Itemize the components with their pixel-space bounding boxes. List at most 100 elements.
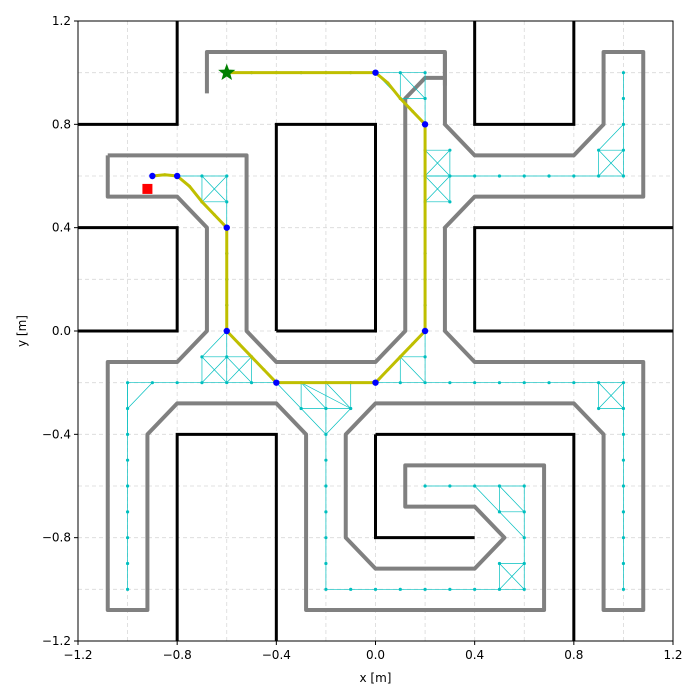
trajectory-point	[299, 71, 303, 75]
graph-node	[572, 381, 576, 385]
wall-line	[374, 434, 475, 540]
graph-node	[125, 536, 130, 540]
graph-node	[522, 484, 526, 488]
graph-node	[150, 381, 154, 385]
x-axis-label: x [m]	[360, 671, 392, 685]
trajectory-point	[225, 277, 229, 281]
y-tick-label: 1.2	[52, 14, 71, 28]
start-marker	[142, 183, 153, 194]
y-axis-label: y [m]	[15, 315, 29, 347]
graph-edge	[201, 175, 228, 203]
graph-node	[125, 381, 130, 385]
graph-node	[497, 510, 502, 514]
graph-node	[423, 355, 427, 359]
waypoint	[273, 379, 280, 386]
graph-node	[621, 484, 626, 488]
graph-edge	[424, 149, 451, 177]
graph-node	[125, 587, 130, 591]
waypoints	[149, 69, 429, 386]
graph-node	[398, 381, 402, 385]
graph-edge	[598, 149, 624, 177]
graph-edge	[226, 356, 252, 383]
graph-node	[249, 381, 254, 385]
graph-node	[597, 406, 601, 411]
trajectory-point	[225, 303, 229, 307]
graph-node	[373, 587, 378, 591]
graph-node	[448, 200, 452, 204]
graph-node	[324, 406, 328, 411]
graph-edge	[325, 382, 351, 409]
graph-node	[324, 432, 328, 436]
trajectory-point	[411, 109, 415, 113]
graph-node	[547, 174, 551, 178]
graph-node	[597, 381, 601, 385]
trajectory	[150, 71, 427, 385]
y-tick-label: 0.8	[52, 117, 71, 131]
trajectory-point	[200, 200, 204, 204]
waypoint	[223, 327, 230, 335]
trajectory-point	[188, 184, 192, 188]
trajectory-point	[324, 71, 328, 75]
wall-line	[375, 432, 576, 641]
trajectory-point	[386, 81, 390, 85]
graph-node	[621, 458, 626, 462]
graph-node	[125, 484, 130, 488]
graph-node	[473, 484, 477, 488]
graph-node	[473, 174, 477, 178]
trajectory-point	[423, 226, 427, 230]
graph-node	[324, 587, 328, 591]
graph-node	[448, 587, 452, 591]
graph-node	[324, 458, 328, 462]
graph-edge	[127, 382, 153, 409]
graph-node	[200, 355, 204, 359]
graph-node	[547, 381, 551, 385]
trajectory-point	[423, 148, 427, 152]
graph-edge	[474, 485, 500, 513]
graph-node	[200, 174, 204, 178]
graph-node	[225, 381, 229, 385]
trajectory-point	[262, 368, 266, 372]
x-tick-label: −0.4	[262, 648, 291, 662]
waypoint	[149, 172, 156, 180]
graph-node	[597, 174, 601, 178]
graph-edge	[201, 356, 228, 383]
start-goal-markers	[142, 63, 236, 194]
graph-edge	[499, 563, 525, 590]
trajectory-point	[423, 174, 427, 178]
graph-node	[473, 587, 477, 591]
graph-node	[473, 381, 477, 385]
wall-line	[78, 226, 179, 333]
trajectory-point	[398, 97, 402, 100]
graph-node	[497, 561, 502, 566]
x-tick-label: 0.0	[366, 648, 385, 662]
graph-node	[125, 406, 130, 411]
graph-node	[125, 510, 130, 514]
graph-node	[299, 406, 303, 411]
waypoint	[421, 327, 429, 335]
trajectory-point	[349, 381, 353, 385]
wall-line	[274, 122, 377, 333]
trajectory-point	[250, 355, 254, 359]
graph-edge	[325, 408, 351, 435]
graph-node	[448, 174, 452, 178]
x-tick-label: 0.8	[564, 648, 583, 662]
x-tick-label: −1.2	[63, 648, 92, 662]
graph-node	[423, 96, 427, 101]
trajectory-point	[423, 200, 427, 204]
graph-node	[125, 432, 130, 436]
graph-node	[497, 484, 502, 488]
graph-node	[621, 174, 626, 178]
graph-node	[621, 510, 626, 514]
graph-node	[522, 510, 526, 514]
graph-node	[324, 510, 328, 514]
graph-edge	[499, 485, 525, 513]
graph-node	[621, 561, 626, 566]
graph-edge	[499, 511, 525, 538]
trajectory-point	[411, 342, 415, 346]
graph-node	[423, 381, 427, 385]
y-tick-label: 0.4	[52, 221, 71, 235]
trajectory-point	[250, 71, 254, 75]
trajectory-point	[163, 173, 167, 177]
waypoint	[421, 121, 429, 128]
